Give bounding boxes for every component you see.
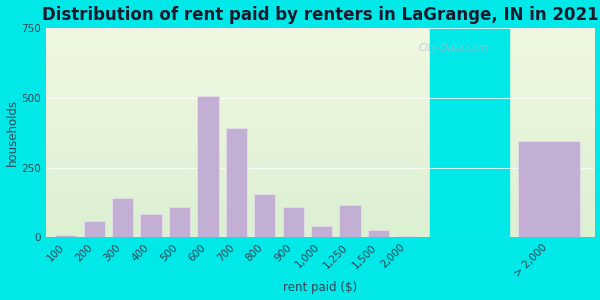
Y-axis label: households: households	[5, 99, 19, 166]
Bar	[55, 235, 76, 237]
Bar	[83, 220, 105, 237]
Bar	[518, 141, 580, 237]
Bar	[169, 207, 190, 237]
Bar	[112, 198, 133, 237]
Bar	[283, 207, 304, 237]
Bar	[340, 205, 361, 237]
Text: City-Data.com: City-Data.com	[419, 43, 488, 52]
Bar	[140, 214, 162, 237]
Bar	[254, 194, 275, 237]
Bar	[396, 236, 418, 237]
X-axis label: rent paid ($): rent paid ($)	[283, 281, 357, 294]
Bar	[368, 230, 389, 237]
Bar	[430, 28, 509, 237]
Bar	[197, 96, 218, 237]
Bar	[311, 226, 332, 237]
Title: Distribution of rent paid by renters in LaGrange, IN in 2021: Distribution of rent paid by renters in …	[42, 6, 599, 24]
Bar	[226, 128, 247, 237]
